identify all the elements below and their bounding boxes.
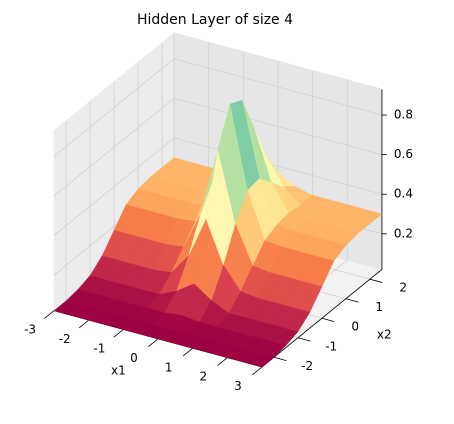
tick-mark	[345, 298, 359, 303]
grid-line	[173, 97, 383, 156]
y-tick-label: 0	[351, 320, 359, 334]
y-axis-label: x2	[377, 328, 392, 342]
x-tick-label: -3	[24, 323, 36, 337]
tick-mark	[113, 329, 124, 338]
x-tick-label: 0	[130, 351, 138, 365]
surface-cell	[244, 352, 275, 368]
x-tick-label: -2	[59, 332, 71, 346]
z-tick-label: 0.2	[394, 226, 413, 240]
tick-mark	[321, 317, 335, 322]
x-tick-label: 2	[199, 370, 207, 384]
x-tick-label: 3	[234, 379, 242, 393]
tick-mark	[44, 310, 55, 319]
tick-mark	[369, 278, 383, 283]
x-axis-label: x1	[111, 364, 126, 378]
chart-title: Hidden Layer of size 4	[137, 12, 293, 28]
tick-mark	[217, 357, 228, 366]
tick-mark	[252, 366, 263, 376]
y-tick-label: 2	[399, 281, 407, 295]
tick-mark	[297, 337, 311, 342]
tick-mark	[148, 338, 159, 347]
y-tick-label: -1	[325, 339, 337, 353]
x-tick-label: 1	[165, 360, 173, 374]
axis-line	[261, 269, 383, 368]
tick-mark	[78, 319, 89, 329]
tick-mark	[182, 347, 193, 357]
grid-line	[173, 137, 383, 195]
grid-line	[53, 137, 175, 236]
grid-line	[173, 58, 383, 116]
y-tick-label: -2	[301, 359, 313, 373]
x-tick-label: -1	[93, 341, 105, 355]
z-tick-label: 0.6	[394, 147, 413, 161]
y-tick-label: 1	[375, 300, 383, 314]
z-tick-label: 0.8	[394, 108, 413, 122]
z-tick-label: 0.4	[394, 187, 413, 201]
grid-line	[53, 97, 175, 197]
grid-line	[53, 58, 175, 157]
surface-cell	[217, 104, 248, 225]
tick-mark	[273, 356, 287, 362]
